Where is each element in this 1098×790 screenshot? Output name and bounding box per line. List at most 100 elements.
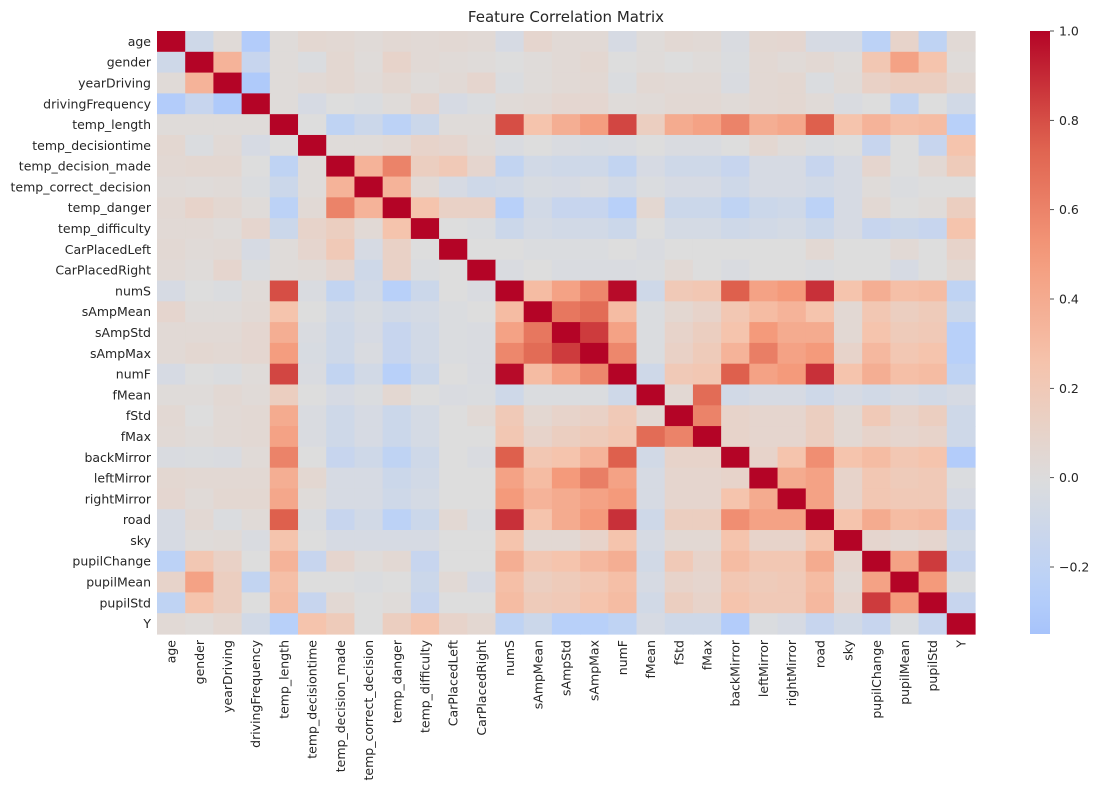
heatmap-cell-sky-fMax [692, 530, 722, 552]
heatmap-cell-sky-sky [833, 530, 863, 552]
heatmap-cell-sAmpMax-temp_danger [382, 342, 412, 365]
heatmap-cell-fMax-temp_length [269, 426, 299, 448]
heatmap-cell-leftMirror-sAmpStd [551, 467, 581, 490]
heatmap-cell-temp_length-yearDriving [213, 114, 243, 136]
heatmap-cell-age-temp_length [269, 31, 299, 53]
heatmap-cell-temp_correct_decision-backMirror [721, 176, 750, 198]
heatmap-cell-sAmpMean-temp_correct_decision [354, 301, 384, 323]
heatmap-cell-pupilStd-yearDriving [213, 592, 243, 614]
heatmap-cell-rightMirror-Y [946, 488, 976, 510]
heatmap-cell-temp_correct_decision-yearDriving [213, 176, 243, 198]
heatmap-cell-pupilStd-drivingFrequency [241, 592, 271, 614]
heatmap-cell-gender-numF [608, 51, 638, 74]
heatmap-cell-fStd-temp_correct_decision [354, 405, 384, 427]
heatmap-cell-sAmpMean-pupilMean [890, 301, 920, 323]
heatmap-cell-rightMirror-age [157, 488, 186, 510]
heatmap-cell-CarPlacedRight-fMean [636, 259, 666, 282]
heatmap-cell-sky-sAmpMean [523, 530, 553, 552]
heatmap-cell-sAmpStd-temp_decision_made [326, 322, 356, 344]
heatmap-cell-leftMirror-numF [608, 467, 638, 490]
x-axis-tick-labels: age gender yearDriving drivingFrequency temp… [164, 639, 969, 780]
heatmap-cell-temp_danger-temp_length [269, 197, 299, 219]
x-tick-label-sAmpMax: sAmpMax [587, 640, 602, 701]
heatmap-cell-fStd-sAmpMean [523, 405, 553, 427]
heatmap-cell-sAmpStd-backMirror [721, 322, 750, 344]
heatmap-cell-fMean-fStd [664, 384, 694, 406]
heatmap-cell-backMirror-sAmpMax [580, 446, 609, 469]
heatmap-cell-Y-sAmpMean [523, 613, 553, 635]
heatmap-cell-temp_decision_made-pupilMean [890, 155, 920, 178]
heatmap-cell-rightMirror-yearDriving [213, 488, 243, 510]
heatmap-cell-sky-temp_decision_made [326, 530, 356, 552]
heatmap-cell-CarPlacedRight-pupilChange [862, 259, 891, 282]
heatmap-cell-fStd-CarPlacedRight [467, 405, 497, 427]
heatmap-cell-temp_danger-temp_correct_decision [354, 197, 384, 219]
heatmap-cell-pupilMean-numF [608, 571, 638, 594]
heatmap-cell-sAmpMax-CarPlacedRight [467, 342, 497, 365]
heatmap-cell-pupilStd-pupilMean [890, 592, 920, 614]
heatmap-cell-CarPlacedLeft-CarPlacedLeft [439, 238, 468, 261]
heatmap-cell-pupilStd-Y [946, 592, 976, 614]
heatmap-cell-backMirror-fMean [636, 446, 666, 469]
heatmap-cell-numF-fMax [692, 363, 722, 386]
heatmap-cell-pupilChange-leftMirror [749, 550, 779, 573]
x-tick-label-rightMirror: rightMirror [784, 639, 799, 706]
heatmap-cell-pupilStd-CarPlacedLeft [439, 592, 468, 614]
heatmap-cell-yearDriving-age [157, 72, 186, 94]
heatmap-cell-CarPlacedLeft-temp_correct_decision [354, 238, 384, 261]
heatmap-cell-numF-sAmpMean [523, 363, 553, 386]
heatmap-cell-temp_correct_decision-road [805, 176, 835, 198]
heatmap-cell-numF-temp_decisiontime [298, 363, 327, 386]
heatmap-cell-gender-sAmpStd [551, 51, 581, 74]
heatmap-cell-pupilMean-temp_correct_decision [354, 571, 384, 594]
heatmap-cell-temp_length-sAmpMean [523, 114, 553, 136]
colorbar-tick-label: 0.2 [1059, 381, 1079, 396]
heatmap-cell-yearDriving-CarPlacedLeft [439, 72, 468, 94]
heatmap-cell-backMirror-pupilChange [862, 446, 891, 469]
heatmap-cell-fMean-CarPlacedLeft [439, 384, 468, 406]
heatmap-cell-sky-sAmpStd [551, 530, 581, 552]
heatmap-cell-sAmpStd-numF [608, 322, 638, 344]
heatmap-cell-rightMirror-rightMirror [777, 488, 807, 510]
heatmap-cell-numS-gender [185, 280, 215, 302]
heatmap-cell-sky-rightMirror [777, 530, 807, 552]
x-tick-label-temp_length: temp_length [276, 640, 291, 719]
heatmap-cell-sky-CarPlacedLeft [439, 530, 468, 552]
heatmap-cell-temp_decisiontime-temp_difficulty [410, 134, 440, 157]
heatmap-cell-age-leftMirror [749, 31, 779, 53]
heatmap-cell-CarPlacedLeft-sAmpStd [551, 238, 581, 261]
heatmap-cell-fStd-temp_decisiontime [298, 405, 327, 427]
heatmap-cell-age-gender [185, 31, 215, 53]
heatmap-cell-temp_danger-pupilMean [890, 197, 920, 219]
heatmap-cell-temp_length-numS [495, 114, 525, 136]
heatmap-cell-road-fMax [692, 509, 722, 531]
heatmap-cell-fMean-temp_decisiontime [298, 384, 327, 406]
heatmap-cell-pupilMean-pupilMean [890, 571, 920, 594]
heatmap-cell-temp_decisiontime-temp_decisiontime [298, 134, 327, 157]
heatmap-cell-CarPlacedLeft-temp_decisiontime [298, 238, 327, 261]
heatmap-cell-rightMirror-pupilStd [918, 488, 948, 510]
heatmap-cell-temp_danger-sAmpMean [523, 197, 553, 219]
heatmap-cell-pupilStd-temp_decision_made [326, 592, 356, 614]
heatmap-cell-temp_decisiontime-rightMirror [777, 134, 807, 157]
heatmap-cell-leftMirror-temp_difficulty [410, 467, 440, 490]
heatmap-cell-fStd-CarPlacedLeft [439, 405, 468, 427]
heatmap-cell-gender-pupilMean [890, 51, 920, 74]
heatmap-cell-yearDriving-drivingFrequency [241, 72, 271, 94]
heatmap-cell-age-fMax [692, 31, 722, 53]
heatmap-cell-sAmpMax-sAmpMean [523, 342, 553, 365]
heatmap-cell-gender-drivingFrequency [241, 51, 271, 74]
heatmap-cell-numS-age [157, 280, 186, 302]
heatmap-cell-sAmpMax-pupilChange [862, 342, 891, 365]
heatmap-cell-CarPlacedRight-fMax [692, 259, 722, 282]
heatmap-cell-pupilStd-temp_decisiontime [298, 592, 327, 614]
heatmap-cell-rightMirror-fMean [636, 488, 666, 510]
heatmap-cell-pupilChange-fStd [664, 550, 694, 573]
heatmap-cell-temp_length-Y [946, 114, 976, 136]
heatmap-cell-temp_correct_decision-sAmpMax [580, 176, 609, 198]
heatmap-cell-pupilMean-sAmpMean [523, 571, 553, 594]
heatmap-cell-sAmpStd-sky [833, 322, 863, 344]
heatmap-cell-rightMirror-backMirror [721, 488, 750, 510]
heatmap-cell-age-temp_difficulty [410, 31, 440, 53]
x-tick-label-sky: sky [841, 639, 856, 660]
